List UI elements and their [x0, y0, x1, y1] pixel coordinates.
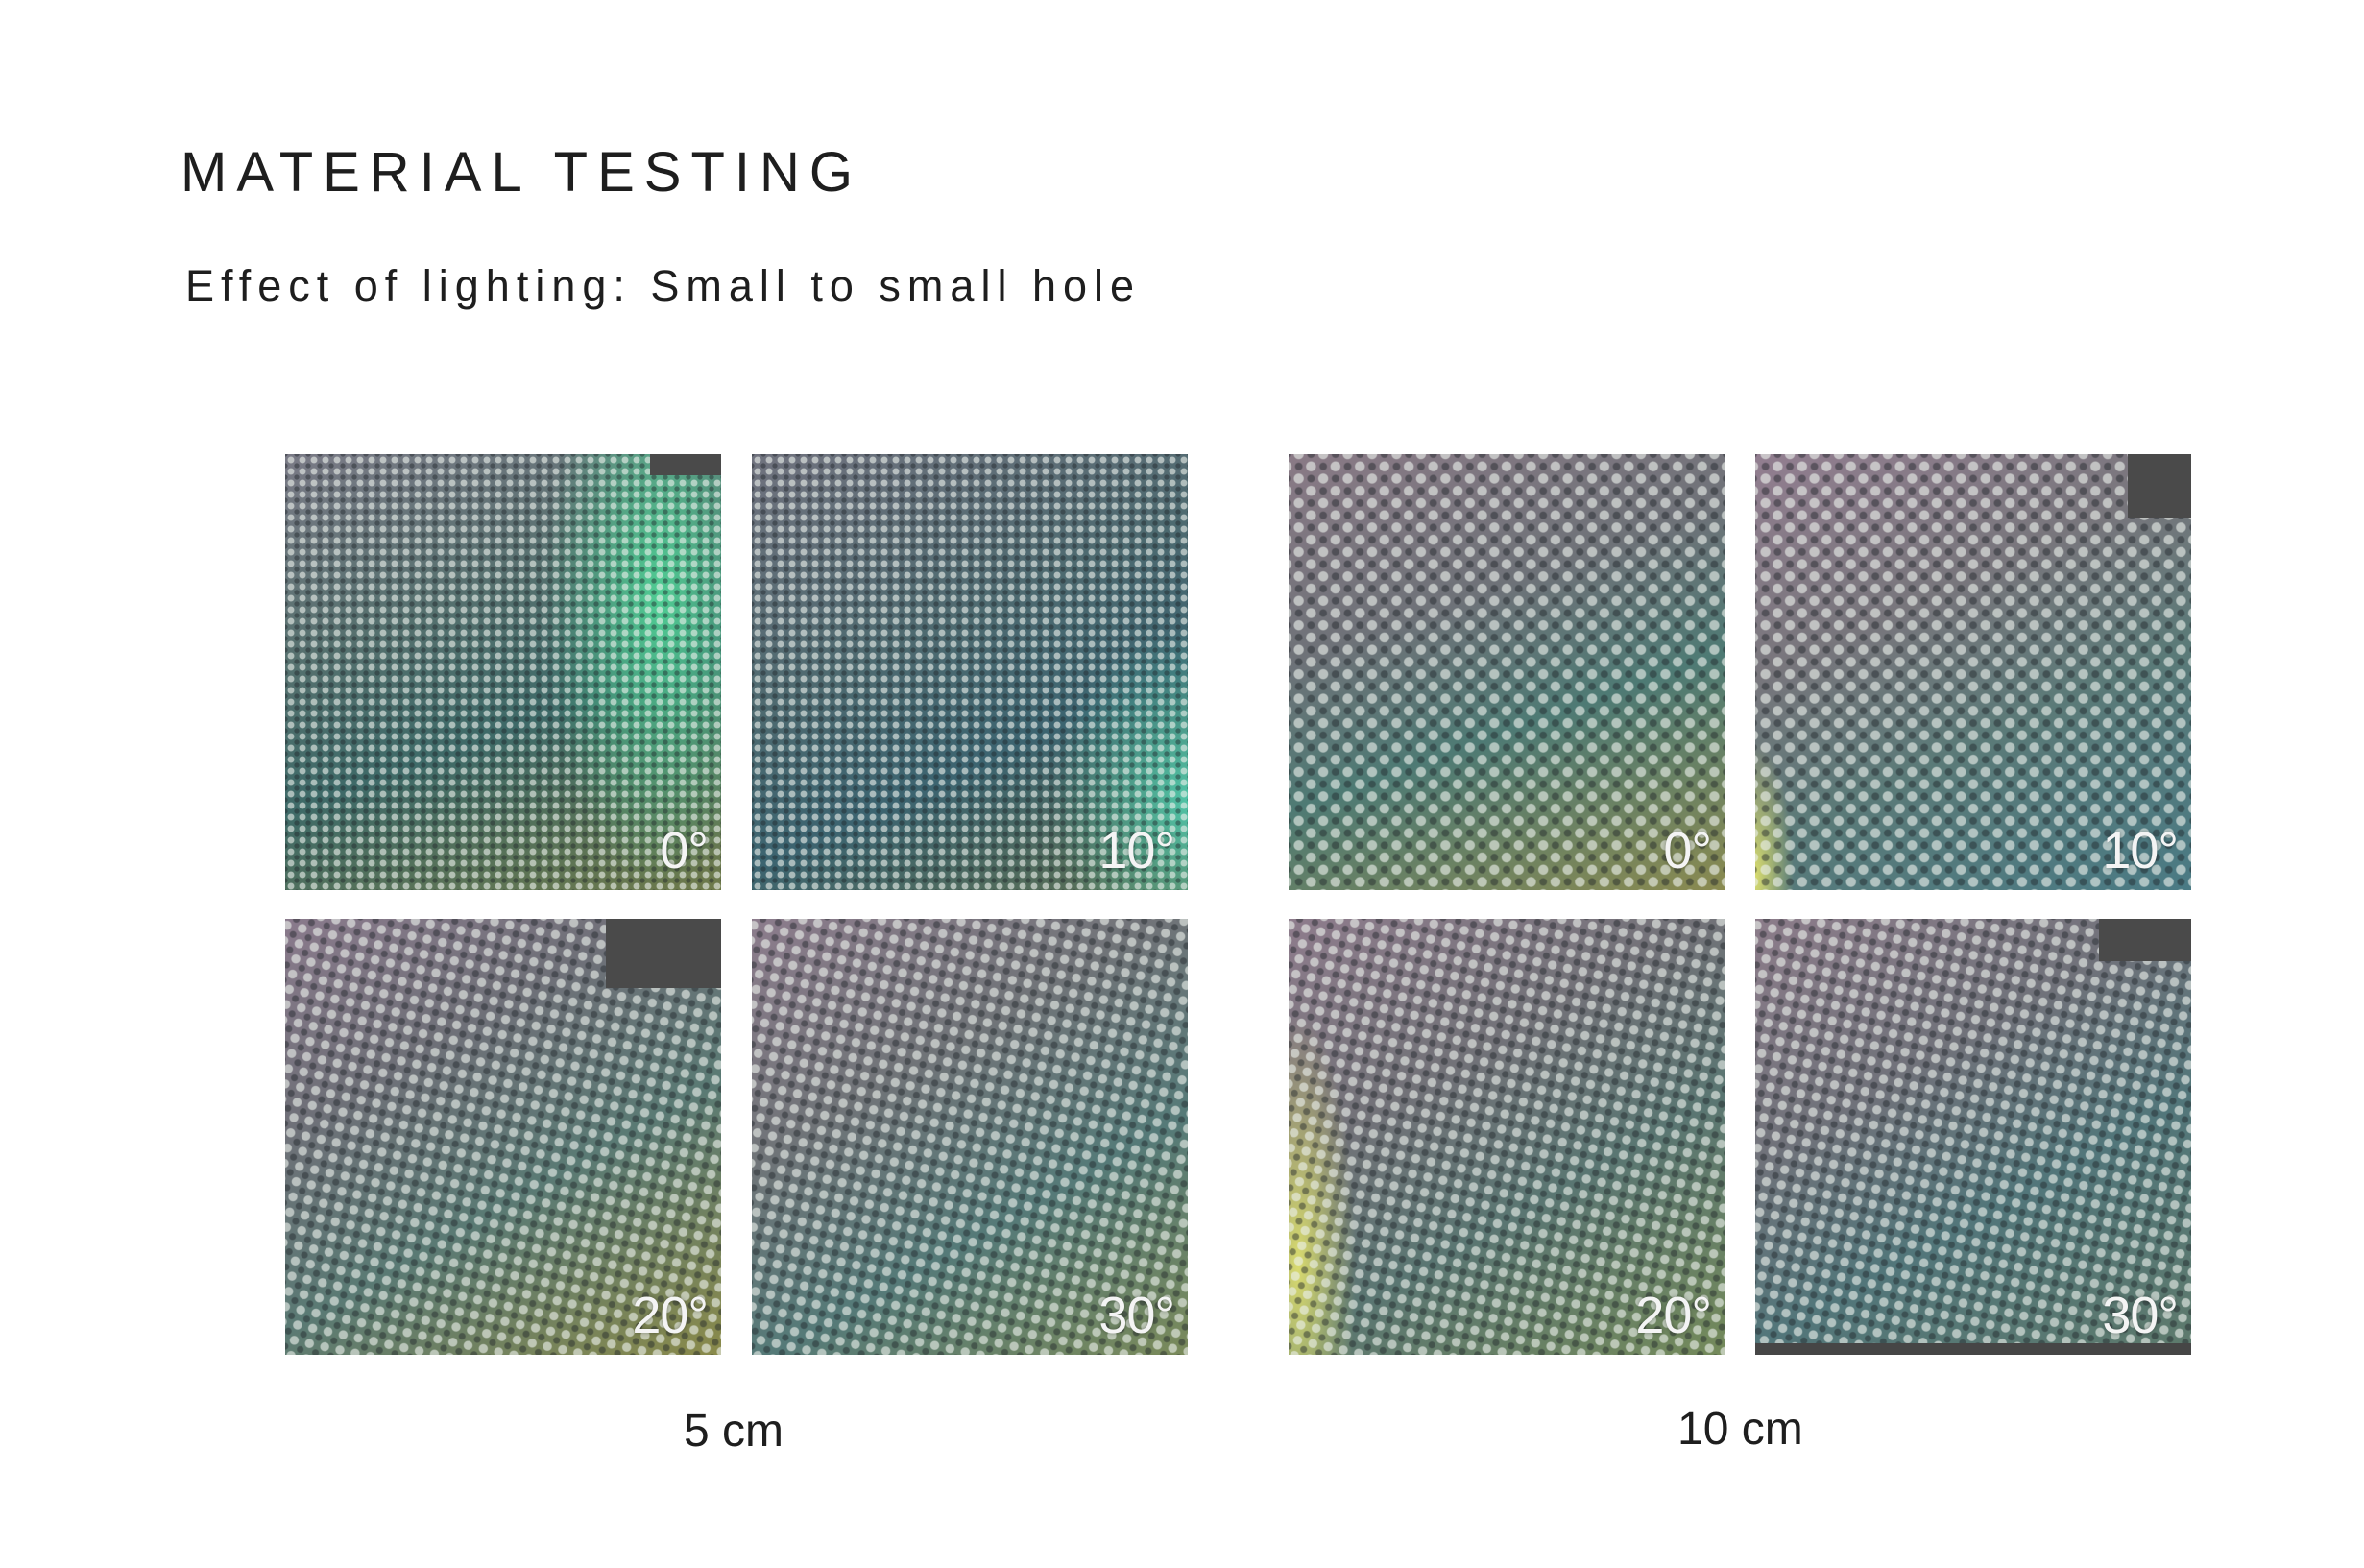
angle-label: 10° — [2102, 822, 2179, 880]
photo-tile: 10° — [1755, 454, 2191, 890]
photo-tile: 0° — [1289, 454, 1725, 890]
page-title: MATERIAL TESTING — [181, 141, 863, 204]
photo-tile: 30° — [1755, 919, 2191, 1355]
distance-caption: 5 cm — [684, 1406, 784, 1457]
angle-label: 30° — [2102, 1287, 2179, 1344]
angle-label: 0° — [1663, 822, 1712, 880]
photo-tile: 10° — [752, 454, 1188, 890]
angle-label: 20° — [632, 1287, 709, 1344]
page-subtitle: Effect of lighting: Small to small hole — [185, 261, 1142, 310]
angle-label: 10° — [1098, 822, 1175, 880]
distance-caption: 10 cm — [1677, 1404, 1803, 1455]
angle-label: 20° — [1635, 1287, 1712, 1344]
photo-tile: 30° — [752, 919, 1188, 1355]
angle-label: 0° — [660, 822, 709, 880]
photo-tile: 20° — [1289, 919, 1725, 1355]
photo-tile: 0° — [285, 454, 721, 890]
photo-tile: 20° — [285, 919, 721, 1355]
angle-label: 30° — [1098, 1287, 1175, 1344]
